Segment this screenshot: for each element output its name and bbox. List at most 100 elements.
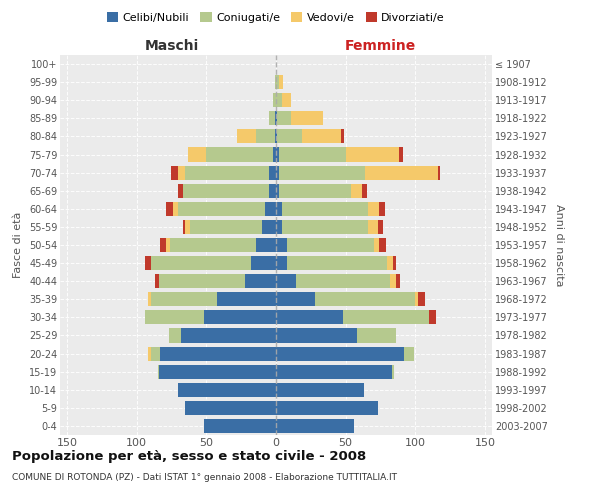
Bar	[276, 382, 364, 397]
Bar	[276, 310, 343, 324]
Bar	[276, 130, 277, 143]
Bar	[145, 256, 151, 270]
Bar	[217, 292, 276, 306]
Bar	[145, 310, 203, 324]
Bar	[281, 93, 292, 108]
Bar	[276, 238, 287, 252]
Bar	[262, 220, 276, 234]
Bar	[281, 202, 368, 216]
Bar	[365, 166, 437, 179]
Bar	[160, 346, 276, 360]
Bar	[315, 292, 415, 306]
Text: COMUNE DI ROTONDA (PZ) - Dati ISTAT 1° gennaio 2008 - Elaborazione TUTTITALIA.IT: COMUNE DI ROTONDA (PZ) - Dati ISTAT 1° g…	[12, 472, 397, 482]
Bar	[185, 166, 269, 179]
Bar	[185, 220, 190, 234]
Bar	[277, 112, 292, 126]
Bar	[181, 328, 276, 342]
Bar	[351, 184, 362, 198]
Text: Popolazione per età, sesso e stato civile - 2008: Popolazione per età, sesso e stato civil…	[12, 450, 366, 463]
Bar	[148, 346, 151, 360]
Bar	[429, 310, 436, 324]
Bar	[178, 166, 185, 179]
Bar	[203, 419, 276, 433]
Bar	[151, 292, 217, 306]
Bar	[172, 166, 178, 179]
Text: Femmine: Femmine	[345, 38, 416, 52]
Bar	[357, 328, 396, 342]
Bar	[251, 256, 276, 270]
Bar	[203, 310, 276, 324]
Bar	[185, 401, 276, 415]
Bar	[292, 112, 323, 126]
Bar	[178, 184, 182, 198]
Bar	[273, 93, 276, 108]
Bar	[279, 75, 283, 89]
Bar	[276, 112, 277, 126]
Bar	[269, 184, 276, 198]
Bar	[166, 238, 170, 252]
Bar	[276, 364, 392, 378]
Bar	[166, 202, 173, 216]
Bar	[281, 220, 368, 234]
Bar	[276, 401, 378, 415]
Bar	[388, 256, 393, 270]
Bar	[237, 130, 256, 143]
Bar	[178, 382, 276, 397]
Bar	[279, 184, 351, 198]
Bar	[396, 274, 400, 288]
Y-axis label: Anni di nascita: Anni di nascita	[554, 204, 565, 286]
Bar	[275, 130, 276, 143]
Bar	[256, 130, 275, 143]
Bar	[368, 202, 379, 216]
Bar	[276, 202, 281, 216]
Bar	[415, 292, 418, 306]
Bar	[160, 238, 166, 252]
Bar	[378, 220, 383, 234]
Bar	[343, 310, 429, 324]
Bar	[302, 130, 341, 143]
Bar	[374, 238, 379, 252]
Bar	[188, 148, 206, 162]
Bar	[276, 148, 279, 162]
Bar	[341, 130, 344, 143]
Bar	[279, 166, 365, 179]
Bar	[393, 256, 396, 270]
Bar	[279, 148, 346, 162]
Bar	[398, 148, 403, 162]
Text: Maschi: Maschi	[145, 38, 199, 52]
Bar	[276, 328, 357, 342]
Bar	[346, 148, 398, 162]
Bar	[169, 328, 181, 342]
Bar	[276, 346, 404, 360]
Bar	[269, 166, 276, 179]
Bar	[151, 346, 160, 360]
Bar	[276, 274, 296, 288]
Bar	[418, 292, 425, 306]
Bar	[287, 238, 374, 252]
Bar	[256, 238, 276, 252]
Bar	[265, 202, 276, 216]
Y-axis label: Fasce di età: Fasce di età	[13, 212, 23, 278]
Bar	[362, 184, 367, 198]
Bar	[379, 238, 386, 252]
Bar	[287, 256, 388, 270]
Bar	[277, 130, 302, 143]
Bar	[392, 364, 394, 378]
Bar	[206, 148, 273, 162]
Bar	[178, 202, 265, 216]
Bar	[273, 148, 276, 162]
Bar	[159, 364, 276, 378]
Bar	[276, 220, 281, 234]
Bar	[276, 75, 279, 89]
Bar	[182, 220, 185, 234]
Bar	[159, 274, 245, 288]
Bar	[245, 274, 276, 288]
Bar	[155, 274, 159, 288]
Bar	[379, 202, 385, 216]
Bar	[151, 256, 251, 270]
Bar	[276, 166, 279, 179]
Bar	[404, 346, 414, 360]
Bar	[158, 364, 159, 378]
Bar	[275, 75, 276, 89]
Bar	[148, 292, 151, 306]
